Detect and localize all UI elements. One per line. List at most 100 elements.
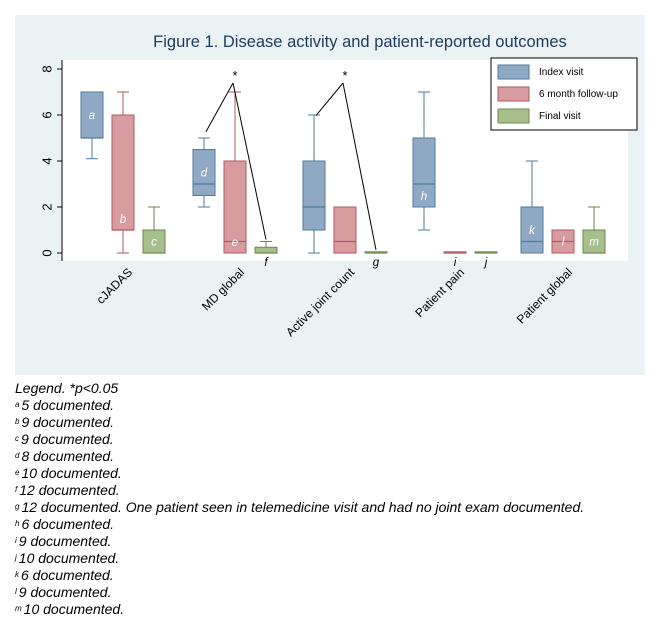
significance-star: * (342, 68, 347, 83)
box-body (111, 114, 135, 231)
box-cjadas-s3: c (142, 206, 166, 254)
footnote-superscript: h (15, 519, 20, 528)
footnote-text: 10 documented. (23, 601, 125, 617)
footnote-marker: i (454, 257, 457, 269)
footnote-text: 12 documented. One patient seen in telem… (21, 499, 585, 515)
footnote-superscript: f (15, 485, 18, 494)
box-patient-global-s3: m (582, 206, 606, 254)
legend-swatch (497, 64, 530, 80)
figure-legend-notes: Legend. *p<0.05 a 5 documented. b 9 document… (15, 380, 655, 618)
footnote-marker: l (562, 237, 565, 249)
bracket-right (342, 82, 377, 250)
y-tick-label: 4 (39, 157, 54, 164)
x-category-label: MD global (199, 265, 247, 313)
footnote-superscript: a (15, 400, 20, 409)
box-active-joint-count-s1 (302, 114, 326, 254)
footnote-text: 10 documented. (21, 465, 122, 481)
box-patient-global-s2: l (551, 229, 575, 254)
legend-entry: Final visit (539, 111, 581, 122)
box-body (223, 160, 247, 254)
footnote-text: 9 documented. (21, 414, 115, 430)
footnote-text: 9 documented. (21, 431, 114, 447)
bracket-left (205, 82, 234, 132)
y-tick-label: 8 (39, 65, 54, 72)
legend-swatch (497, 108, 530, 124)
box-patient-pain-s2: i (443, 251, 467, 269)
footnote-superscript: e (15, 468, 20, 477)
footnote-line: f 12 documented. (15, 482, 655, 499)
footnote-marker: e (232, 237, 238, 249)
footnote-superscript: l (15, 587, 17, 596)
box-cjadas-s2: b (111, 91, 135, 254)
footnote-marker: k (529, 225, 536, 237)
footnote-text: 5 documented. (21, 397, 115, 413)
footnote-marker: a (89, 110, 95, 122)
box-md-global-s1: d (192, 137, 216, 208)
footnote-text: 8 documented. (21, 448, 115, 464)
footnote-text: 12 documented. (19, 482, 120, 498)
box-body (302, 160, 326, 231)
box-patient-pain-s3: j (474, 251, 498, 269)
footnote-text: Legend. *p<0.05 (15, 380, 119, 396)
footnote-line: e 10 documented. (15, 465, 655, 482)
legend-entry: Index visit (539, 67, 584, 78)
footnote-superscript: b (15, 417, 20, 426)
y-tick-label: 2 (39, 203, 54, 210)
footnote-marker: b (120, 214, 127, 226)
footnote-marker: d (201, 168, 208, 180)
x-category-label: Patient global (514, 265, 575, 326)
chart-title: Figure 1. Disease activity and patient-r… (153, 33, 567, 51)
footnote-superscript: j (15, 553, 17, 562)
footnote-line: m 10 documented. (15, 601, 655, 618)
footnote-marker: j (483, 257, 488, 269)
box-body (254, 246, 278, 254)
x-category-label: cJADAS (94, 265, 135, 306)
footnote-line: j 10 documented. (15, 550, 655, 567)
x-category-label: Active joint count (283, 265, 358, 340)
significance-star: * (232, 68, 237, 83)
footnote-marker: m (589, 237, 599, 249)
box-cjadas-s1: a (80, 91, 104, 160)
footnote-superscript: i (15, 536, 17, 545)
box-md-global-s2: e (223, 91, 247, 254)
significance-bracket: * (205, 68, 267, 240)
footnote-line: g 12 documented. One patient seen in tele… (15, 499, 655, 516)
legend-heading: Legend. *p<0.05 (15, 380, 655, 397)
chart-legend: Index visit 6 month follow-up Final visit (490, 57, 638, 131)
box-active-joint-count-s3: g (364, 251, 388, 269)
legend-entry: 6 month follow-up (539, 89, 618, 100)
box-patient-pain-s1: h (412, 91, 436, 231)
box-active-joint-count-s2 (333, 206, 357, 254)
legend-swatch (497, 86, 530, 102)
box-patient-global-s1: k (520, 160, 544, 254)
footnote-superscript: k (15, 570, 19, 579)
footnote-text: 6 documented. (21, 567, 114, 583)
box-body (412, 137, 436, 208)
box-body (333, 206, 357, 254)
box-plot-chart: Figure 1. Disease activity and patient-r… (39, 33, 638, 340)
significance-bracket: * (315, 68, 377, 250)
footnote-text: 9 documented. (18, 584, 112, 600)
footnote-text: 10 documented. (18, 550, 120, 566)
footnote-marker: h (421, 191, 427, 203)
figure-panel: Figure 1. Disease activity and patient-r… (15, 15, 645, 375)
x-category-label: Patient pain (412, 265, 467, 320)
bracket-right (232, 82, 267, 240)
footnote-marker: c (151, 237, 157, 249)
bracket-left (315, 82, 344, 116)
footnote-superscript: g (15, 502, 20, 511)
footnote-superscript: c (15, 434, 19, 443)
box-md-global-s3: f (254, 241, 278, 269)
footnote-superscript: m (15, 604, 22, 613)
y-tick-label: 0 (39, 249, 54, 256)
footnote-superscript: d (15, 451, 20, 460)
footnote-marker: f (264, 257, 269, 269)
